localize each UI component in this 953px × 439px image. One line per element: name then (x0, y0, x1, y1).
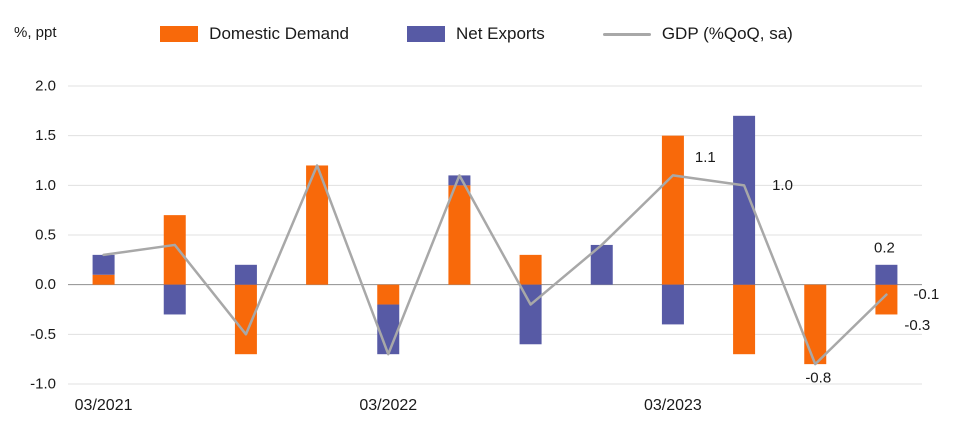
domestic-demand-bar (377, 284, 400, 305)
net-exports-bar (234, 264, 257, 285)
legend-label-net-exports: Net Exports (456, 24, 545, 43)
data-label: 1.0 (772, 177, 793, 194)
net-exports-bar (448, 175, 471, 186)
data-label: -0.1 (913, 286, 939, 303)
domestic-demand-bar (875, 284, 898, 315)
x-axis-tick-label: 03/2021 (75, 397, 133, 414)
legend-label-domestic-demand: Domestic Demand (209, 24, 349, 43)
domestic-demand-bar (234, 284, 257, 355)
y-axis-tick-label: 0.5 (35, 227, 56, 244)
domestic-demand-bar (163, 215, 186, 285)
domestic-demand-bar (92, 274, 115, 285)
net-exports-bar (590, 244, 613, 285)
legend-item-domestic-demand: Domestic Demand (160, 24, 349, 44)
data-label: -0.3 (904, 317, 930, 334)
domestic-demand-bar (733, 284, 756, 355)
y-axis-tick-label: 1.5 (35, 127, 56, 144)
net-exports-bar (733, 115, 756, 285)
domestic-demand-bar (306, 165, 329, 285)
net-exports-bar (661, 284, 684, 325)
domestic-demand-bar (661, 135, 684, 285)
domestic-demand-bar (519, 254, 542, 285)
x-axis-tick-label: 03/2022 (359, 397, 417, 414)
net-exports-bar (519, 284, 542, 345)
legend-label-gdp-line: GDP (%QoQ, sa) (661, 24, 793, 43)
y-axis-tick-label: 1.0 (35, 177, 56, 194)
data-label: 1.1 (695, 149, 716, 166)
legend-swatch-net-exports (407, 26, 445, 42)
domestic-demand-bar (804, 284, 827, 365)
y-axis-tick-label: -1.0 (30, 376, 56, 393)
data-label: 0.2 (874, 239, 895, 256)
y-axis-unit-label: %, ppt (14, 24, 57, 41)
x-axis-tick-label: 03/2023 (644, 397, 702, 414)
net-exports-bar (92, 254, 115, 275)
legend-item-gdp-line: GDP (%QoQ, sa) (602, 24, 793, 44)
legend-swatch-domestic-demand (160, 26, 199, 42)
gdp-line (102, 164, 888, 366)
domestic-demand-bar (448, 185, 471, 285)
y-axis-tick-label: 2.0 (35, 78, 56, 95)
chart-legend: Domestic Demand Net Exports GDP (%QoQ, s… (0, 24, 953, 44)
net-exports-bar (377, 304, 400, 355)
data-label: -0.8 (805, 370, 831, 387)
y-axis-tick-label: -0.5 (30, 326, 56, 343)
net-exports-bar (163, 284, 186, 315)
legend-item-net-exports: Net Exports (407, 24, 545, 44)
y-axis-tick-label: 0.0 (35, 276, 56, 293)
legend-swatch-gdp-line (602, 32, 651, 36)
net-exports-bar (875, 264, 898, 285)
